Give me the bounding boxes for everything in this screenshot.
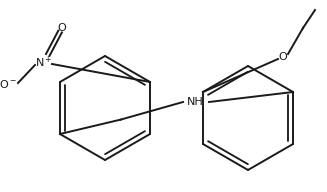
Text: N$^+$: N$^+$ — [35, 54, 53, 70]
Text: NH: NH — [187, 97, 203, 107]
Text: O$^-$: O$^-$ — [0, 78, 17, 90]
Text: O: O — [279, 52, 287, 62]
Text: O: O — [58, 23, 66, 33]
